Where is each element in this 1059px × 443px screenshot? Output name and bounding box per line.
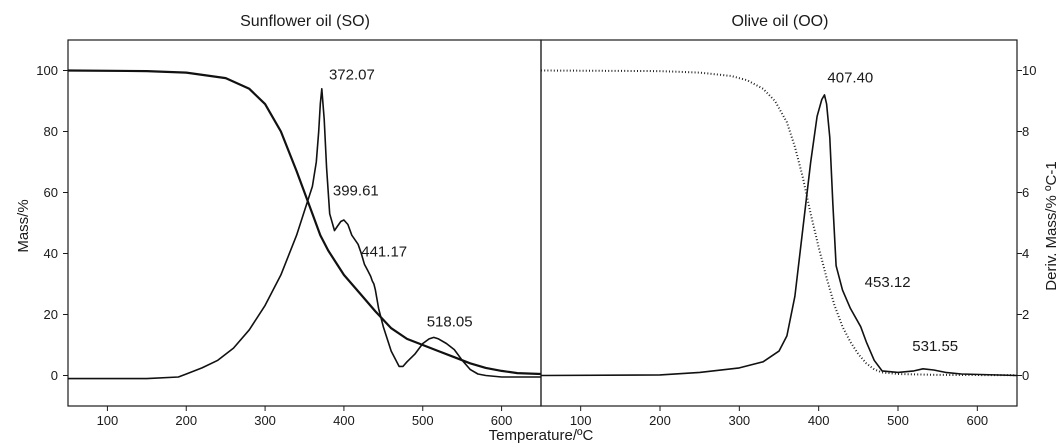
x-tick-label: 400 <box>333 413 355 428</box>
derivative-curve-1 <box>540 94 1018 377</box>
y2-tick-label: 8 <box>1022 124 1029 139</box>
x-tick-label: 300 <box>254 413 276 428</box>
panel-olive: 100 200 300 400 500 600 0 2 4 6 8 10 407.40 453.12 531… <box>540 39 1036 428</box>
x-tick-label: 500 <box>412 413 434 428</box>
y-tick-label: 20 <box>44 307 58 322</box>
y-tick-label: 60 <box>44 185 58 200</box>
y-tick-label: 40 <box>44 246 58 261</box>
y2-tick-label: 0 <box>1022 368 1029 383</box>
y2-tick-label: 4 <box>1022 246 1029 261</box>
y-axis-label-mass: Mass/% <box>15 199 32 252</box>
panel-sunflower: 100 200 300 400 500 600 0 20 40 60 80 100 372.07 399.… <box>36 39 542 428</box>
y2-tick-label: 6 <box>1022 185 1029 200</box>
peak-annotation: 453.12 <box>865 274 911 291</box>
plot-frame <box>540 39 1018 407</box>
y-tick-label: 100 <box>36 63 58 78</box>
x-tick-label: 600 <box>966 413 988 428</box>
peak-annotation: 407.40 <box>827 70 873 87</box>
peak-annotation: 399.61 <box>333 183 379 200</box>
peak-annotation: 372.07 <box>329 67 375 84</box>
plot-frame <box>67 39 542 407</box>
derivative-curve-0 <box>68 88 541 380</box>
x-tick-label: 600 <box>491 413 513 428</box>
peak-annotation: 441.17 <box>361 244 407 261</box>
x-tick-label: 100 <box>570 413 592 428</box>
x-tick-label: 200 <box>175 413 197 428</box>
y-tick-label: 0 <box>51 368 58 383</box>
mass-curve-0 <box>67 69 542 376</box>
y-axis-label-deriv: Deriv. Mass/% ºC-1 <box>1043 161 1059 290</box>
y2-tick-label: 10 <box>1022 63 1036 78</box>
x-tick-label: 300 <box>728 413 750 428</box>
peak-annotation: 531.55 <box>912 338 958 355</box>
title-sunflower: Sunflower oil (SO) <box>240 13 370 30</box>
peak-annotation: 518.05 <box>427 314 473 331</box>
y-tick-label: 80 <box>44 124 58 139</box>
x-tick-label: 400 <box>808 413 830 428</box>
mass-curve-1 <box>540 69 1018 377</box>
x-tick-label: 500 <box>887 413 909 428</box>
x-axis-label: Temperature/ºC <box>489 427 594 443</box>
title-olive: Olive oil (OO) <box>732 13 829 30</box>
x-tick-label: 100 <box>97 413 119 428</box>
y2-tick-label: 2 <box>1022 307 1029 322</box>
x-tick-label: 200 <box>649 413 671 428</box>
